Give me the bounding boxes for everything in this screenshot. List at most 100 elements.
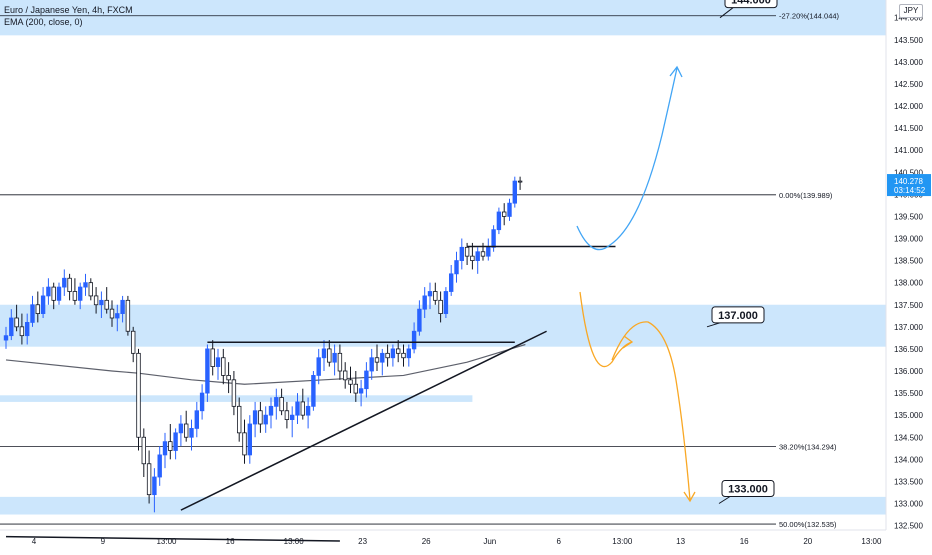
candle-body: [19, 326, 25, 337]
price-tick-label: 139.000: [894, 235, 923, 244]
candle-body: [115, 313, 120, 319]
candle-body: [316, 357, 321, 376]
candle-body: [268, 405, 274, 416]
time-tick-label: 16: [226, 537, 235, 546]
candle-body: [433, 291, 438, 301]
callout-pointer: [706, 322, 721, 328]
price-tick-label: 134.000: [894, 455, 923, 464]
candle-body: [380, 352, 385, 363]
candle-body: [35, 304, 40, 314]
candle-body: [305, 405, 311, 416]
candle-body: [284, 410, 290, 420]
candle-body: [464, 246, 470, 257]
support-resistance-zone: [0, 496, 886, 515]
fibonacci-level-label: 50.00%(132.535): [779, 520, 837, 529]
candle-body: [311, 375, 316, 407]
candle-body: [289, 414, 295, 420]
candle-body: [104, 299, 109, 310]
candle-body: [194, 410, 199, 429]
candle-body: [67, 277, 72, 292]
candle-body: [189, 428, 194, 438]
candle-body: [395, 348, 401, 354]
price-target-callout[interactable]: [721, 480, 775, 497]
candle-body: [231, 379, 237, 407]
candle-body: [507, 202, 512, 217]
candle-body: [3, 335, 9, 341]
candle-body: [136, 352, 141, 438]
candle-body: [486, 246, 491, 257]
candle-body: [168, 441, 173, 451]
candle-body: [438, 299, 443, 314]
candle-body: [162, 441, 168, 456]
time-tick-label: 26: [422, 537, 431, 546]
price-tick-label: 136.500: [894, 345, 923, 354]
candle-body: [9, 317, 14, 337]
candle-body: [385, 352, 390, 359]
candle-body: [300, 401, 305, 416]
time-tick-label: 4: [32, 537, 37, 546]
bar-countdown: 03:14:52: [894, 186, 926, 195]
candle-body: [56, 286, 62, 301]
candle-body: [454, 260, 459, 275]
candle-body: [78, 286, 83, 301]
candle-body: [51, 286, 56, 301]
price-tick-label: 135.000: [894, 411, 923, 420]
bearish-retest-path: [579, 291, 633, 368]
candle-body: [83, 282, 88, 288]
candle-body: [411, 330, 417, 350]
trendline: [5, 535, 340, 542]
candle-body: [517, 180, 523, 183]
price-tick-label: 133.500: [894, 477, 923, 486]
candle-body: [242, 432, 247, 456]
candle-body: [88, 282, 93, 297]
price-tick-label: 139.500: [894, 212, 923, 221]
candle-body: [406, 348, 411, 359]
candle-body: [274, 397, 279, 407]
retest-arrowhead-icon: [622, 335, 634, 349]
bearish-arrowhead-icon: [683, 491, 696, 503]
price-target-label: 144.000: [731, 0, 771, 7]
price-tick-label: 143.000: [894, 58, 923, 67]
price-tick-label: 141.000: [894, 146, 923, 155]
candle-body: [99, 299, 104, 306]
current-price-value: 140.278: [894, 177, 923, 186]
fibonacci-level-label: 0.00%(139.989): [779, 191, 833, 200]
candle-body: [141, 436, 146, 465]
candle-body: [157, 454, 162, 478]
price-tick-label: 143.500: [894, 36, 923, 45]
candle-body: [221, 357, 226, 376]
candle-body: [337, 352, 343, 372]
candle-body: [226, 375, 231, 381]
price-tick-label: 137.000: [894, 323, 923, 332]
time-tick-label: 13:00: [284, 537, 305, 546]
candle-body: [24, 322, 30, 337]
candle-body: [72, 291, 78, 301]
candle-body: [120, 299, 125, 314]
candle-body: [46, 286, 51, 297]
candle-body: [448, 273, 454, 292]
candle-body: [146, 463, 152, 496]
candle-body: [496, 211, 502, 231]
candle-body: [374, 357, 380, 363]
price-tick-label: 135.500: [894, 389, 923, 398]
bullish-arrowhead-icon: [669, 65, 683, 78]
candle-body: [178, 423, 184, 434]
time-tick-label: 13: [676, 537, 685, 546]
price-tick-label: 132.500: [894, 522, 923, 531]
price-tick-label: 140.500: [894, 168, 923, 177]
candle-body: [152, 476, 157, 496]
price-tick-label: 142.500: [894, 80, 923, 89]
candle-body: [332, 352, 337, 363]
price-tick-label: 136.000: [894, 367, 923, 376]
price-target-callout[interactable]: [711, 306, 765, 324]
candle-body: [475, 251, 480, 261]
price-tick-label: 142.000: [894, 102, 923, 111]
candle-body: [295, 401, 300, 416]
chart-legend: Euro / Japanese Yen, 4h, FXCM EMA (200, …: [4, 4, 133, 28]
currency-badge[interactable]: JPY: [899, 4, 923, 18]
price-target-callout[interactable]: [724, 0, 778, 9]
candle-body: [258, 410, 263, 425]
candle-body: [215, 357, 221, 367]
